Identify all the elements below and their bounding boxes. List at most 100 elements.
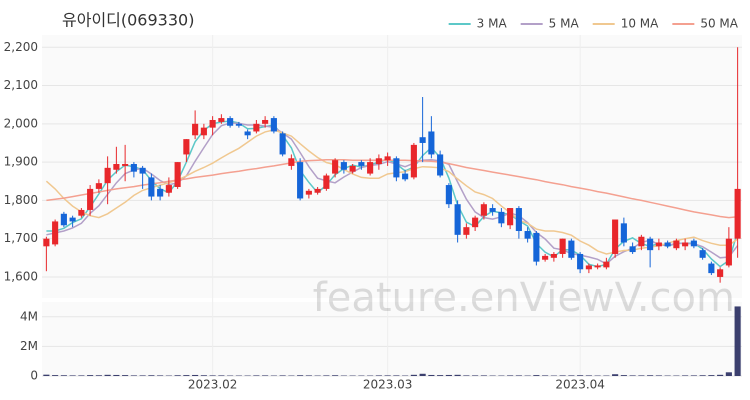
candle-body: [69, 217, 76, 222]
candle-body: [664, 242, 671, 247]
y-tick-label: 1,800: [4, 193, 38, 207]
candle-body: [192, 123, 199, 136]
candle-body: [122, 164, 129, 166]
candle-body: [130, 164, 137, 172]
volume-bar: [612, 374, 619, 376]
candle-body: [52, 221, 59, 245]
volume-bar: [113, 374, 120, 376]
candle-body: [498, 211, 505, 224]
volume-bar: [445, 374, 452, 376]
candle-body: [699, 250, 706, 258]
y-tick-label: 2,000: [4, 116, 38, 130]
volume-bar: [43, 374, 50, 376]
volume-bar: [699, 375, 706, 376]
volume-bar: [384, 375, 391, 376]
volume-bar: [472, 375, 479, 376]
volume-bar: [297, 375, 304, 376]
candle-body: [305, 190, 312, 195]
volume-bar: [78, 375, 85, 376]
volume-bar: [419, 373, 426, 376]
volume-bar: [542, 375, 549, 376]
candle-body: [655, 242, 662, 247]
volume-bar: [183, 375, 190, 376]
candle-body: [585, 265, 592, 270]
volume-bar: [725, 372, 732, 376]
volume-bar: [60, 375, 67, 376]
candle-body: [559, 238, 566, 254]
volume-bar: [708, 375, 715, 376]
volume-bar: [568, 375, 575, 376]
candle-body: [262, 119, 269, 124]
volume-bar: [410, 374, 417, 376]
candle-body: [725, 238, 732, 266]
volume-bar: [647, 375, 654, 376]
volume-bar: [393, 375, 400, 376]
candle-body: [515, 208, 522, 232]
candle-body: [638, 236, 645, 247]
volume-bar: [682, 375, 689, 376]
volume-bar: [305, 375, 312, 376]
volume-bar: [253, 375, 260, 376]
candle-body: [323, 175, 330, 189]
volume-bar: [130, 375, 137, 376]
candle-body: [43, 238, 50, 247]
candle-body: [200, 127, 207, 136]
candle-body: [288, 158, 295, 166]
candle-body: [603, 261, 610, 268]
volume-bar: [620, 375, 627, 376]
volume-bar: [629, 375, 636, 376]
candle-body: [139, 167, 146, 174]
candle-body: [340, 162, 347, 170]
watermark: feature.enViewV.com: [313, 275, 735, 321]
volume-bar: [437, 375, 444, 376]
candle-body: [673, 240, 680, 249]
candle-body: [594, 265, 601, 268]
candle-body: [629, 246, 636, 253]
candle-body: [463, 227, 470, 235]
candle-body: [297, 162, 304, 199]
candle-body: [87, 188, 94, 210]
candle-body: [349, 165, 356, 172]
candle-body: [550, 253, 557, 258]
candle-body: [647, 238, 654, 251]
candle-body: [384, 156, 391, 161]
candle-body: [454, 204, 461, 235]
candle-body: [60, 213, 67, 226]
candle-body: [507, 208, 514, 226]
volume-bar: [734, 306, 741, 376]
ma-line: [45, 129, 739, 255]
volume-bar: [717, 374, 724, 376]
candle-body: [332, 160, 339, 174]
legend-label: 3 MA: [477, 17, 508, 31]
candle-body: [717, 269, 724, 277]
volume-bar: [533, 375, 540, 376]
volume-bar: [148, 375, 155, 376]
price-pane: [42, 35, 742, 298]
x-tick-label: 2023.03: [363, 378, 413, 392]
volume-bar: [463, 375, 470, 376]
volume-bar: [95, 375, 102, 376]
candle-body: [480, 204, 487, 216]
candle-body: [253, 123, 260, 132]
legend-label: 50 MA: [700, 17, 738, 31]
volume-bar: [218, 375, 225, 376]
candle-body: [358, 162, 365, 166]
legend-label: 5 MA: [549, 17, 580, 31]
candle-body: [577, 253, 584, 270]
candle-body: [419, 137, 426, 143]
candle-body: [113, 164, 120, 170]
volume-bar: [104, 374, 111, 376]
volume-bar: [69, 375, 76, 376]
candle-body: [218, 118, 225, 122]
candle-body: [428, 131, 435, 155]
candle-body: [533, 232, 540, 262]
candle-body: [568, 240, 575, 258]
volume-tick-label: 4M: [20, 309, 38, 323]
candle-body: [437, 154, 444, 176]
y-tick-label: 2,100: [4, 78, 38, 92]
candle-body: [620, 223, 627, 243]
volume-pane: [42, 302, 742, 376]
candle-body: [410, 144, 417, 178]
candle-body: [402, 173, 409, 180]
